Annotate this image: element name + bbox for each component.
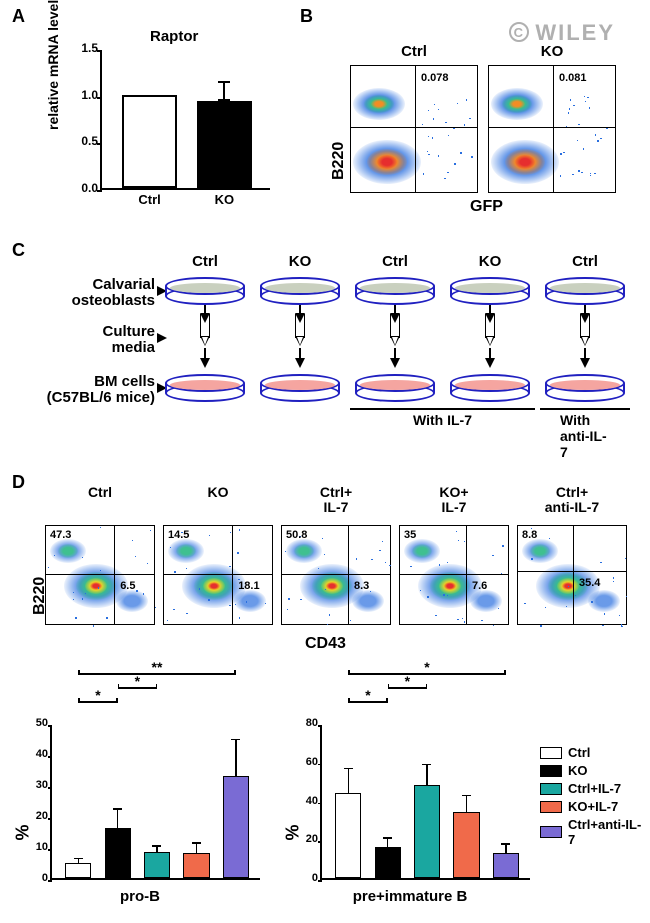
panel-label-a: A (12, 6, 25, 27)
panel-d-legend: Ctrl KO Ctrl+IL-7 KO+IL-7 Ctrl+anti-IL-7 (540, 745, 645, 850)
bar (105, 828, 131, 878)
panel-a-title: Raptor (150, 28, 198, 45)
bar (144, 852, 170, 878)
culture-dish (450, 277, 530, 301)
legend-item: Ctrl+anti-IL-7 (540, 817, 645, 847)
panel-c-col-label: KO (289, 253, 312, 270)
bar-preB-xlabel: pre+immature B (353, 888, 468, 905)
flow-cytometry-plot: 50.88.3 (281, 525, 391, 625)
panel-b-plot-title: KO (541, 43, 564, 60)
panel-d-flow-title: KO (163, 485, 273, 500)
culture-dish (165, 277, 245, 301)
panel-a-ylabel: relative mRNA levels (45, 0, 61, 130)
legend-item: Ctrl+IL-7 (540, 781, 645, 796)
culture-dish (165, 374, 245, 398)
panel-d-flow-title: Ctrl (45, 485, 155, 500)
bar (375, 847, 401, 878)
centrifuge-tube (577, 314, 593, 346)
panel-c-col-label: Ctrl (192, 253, 218, 270)
bar-preB-ylabel: % (283, 824, 304, 840)
panel-c-col-label: KO (479, 253, 502, 270)
bar (414, 785, 440, 878)
flow-cytometry-plot: 357.6 (399, 525, 509, 625)
flow-cytometry-plot: 8.835.4 (517, 525, 627, 625)
legend-item: Ctrl (540, 745, 645, 760)
panel-c-row-label: Culture media (15, 324, 155, 356)
panel-b-flow-plots: CWILEY B220 GFP Ctrl0.078KO0.081 (310, 20, 630, 220)
panel-c-bracket-label: With IL-7 (413, 412, 472, 428)
centrifuge-tube (387, 314, 403, 346)
panel-a-bar (122, 95, 176, 188)
panel-d-bar-proB: % 01020304050**** pro-B (15, 720, 265, 905)
panel-b-ylabel: B220 (330, 142, 348, 180)
bar (65, 863, 91, 879)
panel-c-col-label: Ctrl (382, 253, 408, 270)
panel-c-row-label: Calvarial osteoblasts (15, 277, 155, 309)
culture-dish (260, 374, 340, 398)
culture-dish (545, 374, 625, 398)
bar-proB-ylabel: % (13, 824, 34, 840)
culture-dish (545, 277, 625, 301)
panel-b-xlabel: GFP (470, 198, 503, 216)
bar (223, 776, 249, 878)
legend-item: KO+IL-7 (540, 799, 645, 814)
panel-a-bar-chart: Raptor relative mRNA levels 0.00.51.01.5… (30, 10, 280, 220)
panel-d-flow-title: KO+ IL-7 (399, 485, 509, 516)
flow-cytometry-plot: 47.36.5 (45, 525, 155, 625)
centrifuge-tube (292, 314, 308, 346)
flow-cytometry-plot: 0.078 (350, 65, 478, 193)
panel-d-xlabel: CD43 (305, 635, 346, 653)
panel-c-schematic: Ctrl KO Ctrl KO Ctrl Calvarial osteoblasts Cul… (5, 245, 635, 445)
culture-dish (355, 277, 435, 301)
panel-c-row-label: BM cells (C57BL/6 mice) (15, 374, 155, 406)
bar (183, 853, 209, 878)
panel-d-flow-title: Ctrl+ IL-7 (281, 485, 391, 516)
centrifuge-tube (482, 314, 498, 346)
bar (335, 793, 361, 878)
panel-a-bar (197, 101, 251, 188)
panel-c-bracket-label: With anti-IL-7 (560, 412, 610, 460)
panel-d-flow-title: Ctrl+ anti-IL-7 (517, 485, 627, 516)
panel-c-col-label: Ctrl (572, 253, 598, 270)
bar-proB-xlabel: pro-B (120, 888, 160, 905)
flow-cytometry-plot: 14.518.1 (163, 525, 273, 625)
bar (493, 853, 519, 878)
bar (453, 812, 479, 878)
culture-dish (260, 277, 340, 301)
panel-a-plot-area: 0.00.51.01.5CtrlKO (100, 50, 270, 190)
centrifuge-tube (197, 314, 213, 346)
flow-cytometry-plot: 0.081 (488, 65, 616, 193)
legend-item: KO (540, 763, 645, 778)
panel-d: B220 CD43 Ctrl47.36.5KO14.518.1Ctrl+ IL-… (5, 475, 645, 915)
culture-dish (450, 374, 530, 398)
panel-d-bar-preB: % 020406080*** pre+immature B (285, 720, 535, 905)
culture-dish (355, 374, 435, 398)
panel-b-plot-title: Ctrl (401, 43, 427, 60)
